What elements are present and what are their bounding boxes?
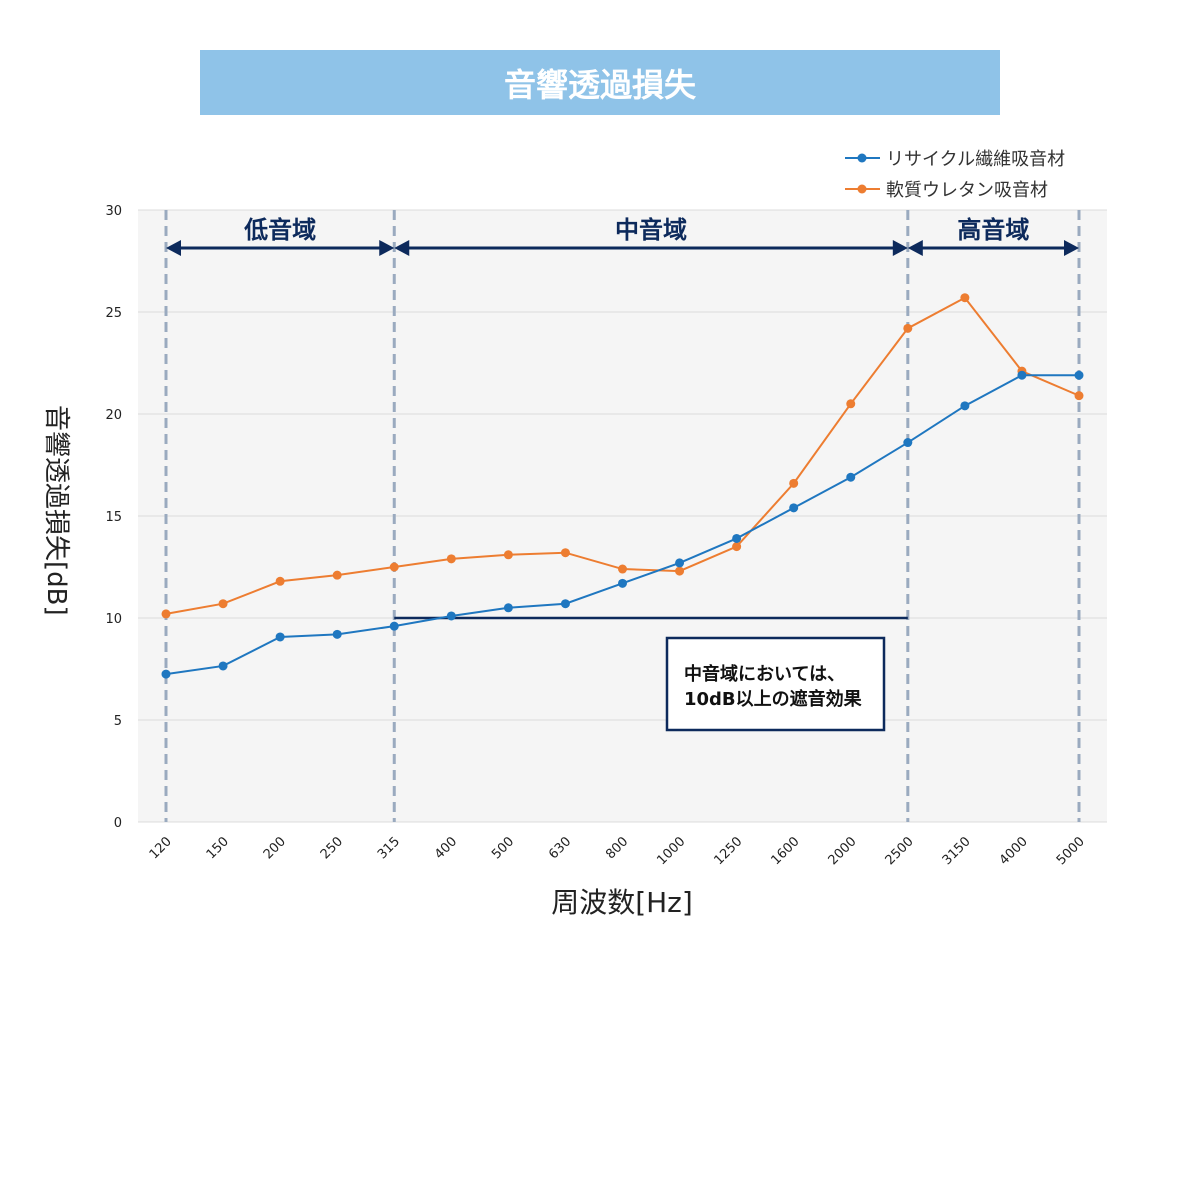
y-tick-label: 0 — [114, 816, 122, 831]
data-point — [275, 632, 285, 642]
band-arrowhead-right — [379, 240, 395, 256]
annotation-line1: 中音域においては、 — [684, 663, 845, 685]
x-tick-label: 800 — [603, 834, 631, 862]
data-point — [503, 550, 513, 560]
band-arrowhead-right — [1064, 240, 1079, 256]
data-point — [389, 621, 399, 631]
data-point — [846, 472, 856, 482]
x-tick-label: 4000 — [997, 834, 1031, 868]
x-tick-label: 500 — [489, 834, 517, 862]
x-tick-label: 250 — [318, 834, 346, 862]
y-tick-label: 30 — [105, 204, 122, 219]
data-point — [161, 609, 171, 619]
x-tick-label: 1600 — [769, 834, 803, 868]
band-label: 低音域 — [243, 216, 316, 244]
band-arrowhead-right — [892, 240, 908, 256]
x-tick-label: 400 — [432, 834, 460, 862]
legend-marker — [857, 184, 867, 194]
data-point — [960, 293, 970, 303]
data-point — [161, 669, 171, 679]
x-tick-label: 315 — [375, 834, 403, 862]
x-tick-label: 1000 — [654, 834, 688, 868]
data-point — [332, 629, 342, 639]
title-banner — [200, 50, 1000, 115]
y-tick-label: 15 — [105, 510, 122, 525]
x-tick-label: 3150 — [940, 834, 974, 868]
data-point — [503, 603, 513, 613]
x-tick-label: 200 — [261, 834, 289, 862]
legend-label: 軟質ウレタン吸音材 — [886, 180, 1048, 201]
x-axis-label: 周波数[Hz] — [551, 886, 693, 919]
data-point — [789, 503, 799, 513]
data-point — [1074, 391, 1084, 401]
data-point — [618, 564, 627, 574]
data-point — [732, 533, 742, 543]
y-tick-label: 5 — [114, 714, 122, 729]
y-tick-label: 20 — [105, 408, 122, 423]
annotation-line2: 10dB以上の遮音効果 — [684, 688, 863, 710]
x-tick-label: 150 — [204, 834, 232, 862]
x-tick-label: 2000 — [826, 834, 860, 868]
data-point — [903, 438, 913, 448]
legend-marker — [857, 153, 867, 163]
legend-label: リサイクル繊維吸音材 — [886, 149, 1065, 170]
chart-title: 音響透過損失 — [504, 66, 697, 104]
band-arrowhead-left — [166, 240, 181, 256]
data-point — [675, 566, 685, 576]
data-point — [789, 478, 799, 488]
data-point — [389, 562, 399, 572]
x-tick-label: 630 — [546, 834, 574, 862]
data-point — [732, 542, 742, 552]
data-point — [1074, 370, 1084, 380]
data-point — [218, 599, 228, 609]
data-point — [1017, 370, 1027, 380]
data-point — [618, 578, 627, 588]
y-axis-label: 音響透過損失[dB] — [41, 405, 71, 616]
data-point — [960, 401, 970, 411]
data-point — [446, 611, 456, 621]
annotation-box: 中音域においては、 10dB以上の遮音効果 — [665, 636, 886, 732]
y-tick-label: 10 — [105, 612, 122, 627]
data-point — [846, 399, 856, 409]
data-point — [275, 576, 285, 586]
data-point — [560, 548, 570, 558]
x-tick-label: 2500 — [883, 834, 917, 868]
x-tick-label: 1250 — [711, 834, 745, 868]
data-point — [560, 599, 570, 609]
band-arrowhead-left — [907, 240, 923, 256]
y-tick-label: 25 — [105, 306, 122, 321]
data-point — [332, 570, 342, 580]
data-point — [218, 661, 228, 671]
x-tick-label: 5000 — [1054, 834, 1088, 868]
band-label: 高音域 — [957, 216, 1029, 244]
data-point — [903, 323, 913, 333]
x-tick-label: 120 — [147, 834, 175, 862]
band-label: 中音域 — [615, 216, 687, 244]
data-point — [675, 558, 685, 568]
data-point — [446, 554, 456, 564]
band-arrowhead-left — [394, 240, 410, 256]
